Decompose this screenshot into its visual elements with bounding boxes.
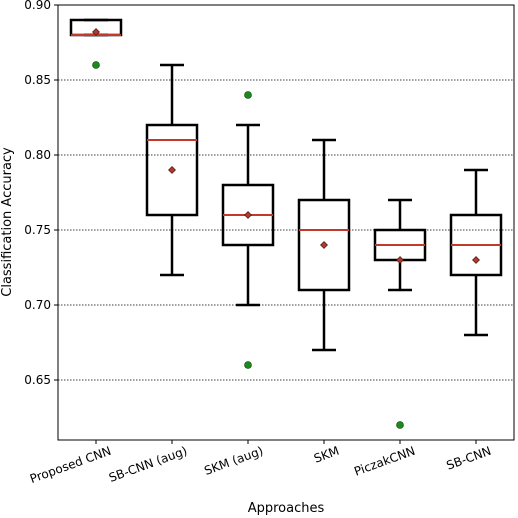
mean-marker: [472, 256, 480, 264]
mean-marker: [320, 241, 328, 249]
y-tick-label: 0.85: [24, 73, 51, 87]
y-tick-label: 0.75: [24, 223, 51, 237]
x-tick-label: PiczakCNN: [352, 444, 417, 479]
box-iqr: [297, 198, 351, 292]
x-tick-label: Proposed CNN: [28, 444, 113, 486]
y-tick-label: 0.70: [24, 298, 51, 312]
outlier-point: [244, 361, 252, 369]
x-tick-label: SKM (aug): [202, 444, 265, 478]
x-axis-title: Approaches: [248, 501, 325, 516]
box-group: [297, 138, 351, 352]
y-axis-title: Classification Accuracy: [0, 147, 15, 297]
mean-marker: [244, 211, 252, 219]
y-tick-label: 0.90: [24, 0, 51, 12]
mean-marker: [168, 166, 176, 174]
box-group: [69, 18, 123, 69]
y-tick-label: 0.80: [24, 148, 51, 162]
y-axis: 0.65 0.70 0.75 0.80 0.85 0.90: [24, 0, 58, 387]
box-group: [145, 63, 199, 277]
mean-marker: [92, 28, 100, 36]
box-iqr: [145, 123, 199, 217]
grid-lines: [58, 4, 514, 381]
y-tick-label: 0.65: [24, 373, 51, 387]
box-group: [373, 198, 427, 429]
x-tick-label: SB-CNN: [445, 444, 493, 473]
box-group: [449, 168, 503, 337]
x-tick-label: SB-CNN (aug): [107, 444, 189, 485]
plot-frame: [57, 4, 515, 441]
plot-area: [69, 18, 503, 429]
outlier-point: [396, 421, 404, 429]
x-tick-label: SKM: [312, 444, 341, 466]
outlier-point: [244, 91, 252, 99]
box-group: [221, 91, 275, 369]
mean-marker: [396, 256, 404, 264]
outlier-point: [92, 61, 100, 69]
